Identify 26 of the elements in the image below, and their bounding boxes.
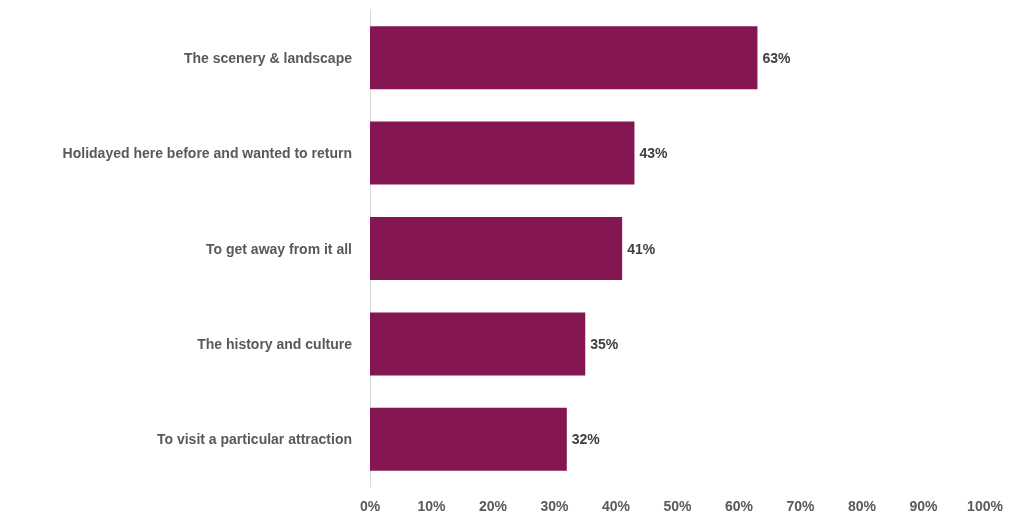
y-tick-label: To get away from it all <box>206 240 352 257</box>
x-tick-label: 30% <box>540 498 570 514</box>
y-tick-label: The scenery & landscape <box>183 49 353 66</box>
x-tick-label: 0% <box>359 498 381 514</box>
x-tick-label: 40% <box>601 498 631 514</box>
data-label: 32% <box>571 431 601 448</box>
x-tick-label: 50% <box>663 498 693 514</box>
x-tick-label: 20% <box>478 498 508 514</box>
y-tick-label: The history and culture <box>197 335 353 352</box>
x-tick-label: 60% <box>724 498 754 514</box>
x-tick-label: 70% <box>786 498 816 514</box>
bar <box>370 26 758 90</box>
y-tick-label: Holidayed here before and wanted to return <box>62 145 352 162</box>
x-tick-label: 100% <box>967 498 1004 514</box>
data-label: 43% <box>639 145 669 162</box>
bar <box>370 312 586 376</box>
bar <box>370 121 635 185</box>
x-tick-label: 10% <box>417 498 447 514</box>
bar <box>370 407 567 471</box>
data-label: 41% <box>627 240 656 257</box>
y-tick-label: To visit a particular attraction <box>156 431 352 448</box>
x-tick-label: 80% <box>847 498 877 514</box>
x-tick-label: 90% <box>909 498 939 514</box>
data-label: 63% <box>762 49 792 66</box>
data-label: 35% <box>590 335 619 352</box>
bar <box>370 217 623 280</box>
